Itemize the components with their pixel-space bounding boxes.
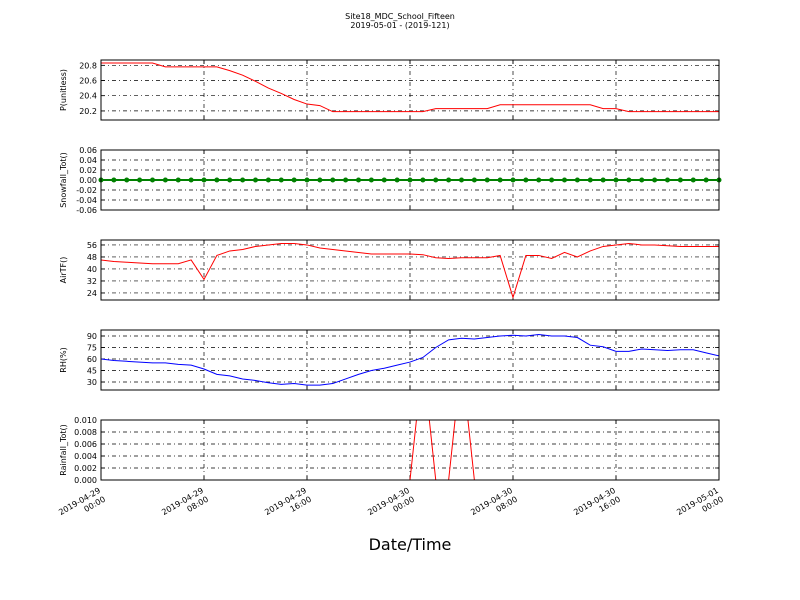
data-point (677, 177, 683, 183)
data-line (101, 333, 719, 386)
y-tick-label: -0.04 (76, 196, 97, 205)
data-point (394, 177, 400, 183)
data-point (639, 177, 645, 183)
data-point (111, 177, 117, 183)
y-tick-label: 0.000 (74, 476, 97, 485)
data-point (433, 177, 439, 183)
y-tick-label: 20.4 (79, 92, 97, 101)
y-axis-label: Snowfall_Tot() (59, 152, 68, 208)
data-point (304, 177, 310, 183)
data-point (407, 177, 413, 183)
y-tick-label: 0.002 (74, 464, 97, 473)
y-axis-label: Rainfall_Tot() (59, 424, 68, 476)
data-point (253, 177, 258, 183)
data-line (101, 62, 719, 113)
data-point (265, 177, 271, 183)
y-tick-label: 24 (87, 289, 97, 298)
y-tick-label: 20.2 (79, 107, 97, 116)
data-point (291, 177, 297, 183)
data-point (201, 177, 207, 183)
axes-frame (100, 329, 720, 391)
data-point (124, 177, 130, 183)
data-point (137, 177, 143, 183)
data-line (101, 242, 719, 300)
y-tick-label: 0.010 (74, 416, 97, 425)
y-tick-label: 0.004 (74, 452, 97, 461)
y-tick-label: 45 (87, 367, 97, 376)
y-tick-label: 56 (87, 241, 97, 250)
y-tick-label: 0.00 (79, 176, 97, 185)
data-point (690, 177, 696, 183)
y-tick-label: 0.02 (79, 166, 97, 175)
data-point (484, 177, 490, 183)
data-point (188, 177, 194, 183)
data-point (420, 177, 426, 183)
chart-title: Site18_MDC_School_Fifteen (345, 12, 455, 21)
y-tick-label: 48 (87, 253, 97, 262)
y-tick-label: 32 (87, 277, 97, 286)
y-tick-label: 0.04 (79, 156, 97, 165)
data-point (600, 177, 606, 183)
y-tick-label: 40 (87, 265, 97, 274)
data-point (523, 177, 529, 183)
y-tick-label: -0.02 (76, 186, 97, 195)
data-point (227, 177, 233, 183)
x-axis-label: Date/Time (369, 535, 452, 554)
data-point (278, 177, 284, 183)
data-point (175, 177, 181, 183)
y-tick-label: 20.8 (79, 61, 97, 70)
data-point (549, 177, 555, 183)
y-tick-label: 0.008 (74, 428, 97, 437)
axes-frame (100, 59, 720, 121)
y-axis-label: P(unitless) (59, 69, 68, 111)
data-point (214, 177, 220, 183)
y-tick-label: 60 (87, 355, 97, 364)
data-point (162, 177, 168, 183)
data-point (652, 177, 658, 183)
y-tick-label: 0.06 (79, 146, 97, 155)
chart-subtitle: 2019-05-01 - (2019-121) (350, 21, 449, 30)
data-point (471, 177, 477, 183)
axes-frame (100, 239, 720, 301)
data-point (562, 177, 567, 183)
y-tick-label: 20.6 (79, 77, 97, 86)
data-point (446, 177, 452, 183)
y-axis-label: AirTF() (59, 257, 68, 284)
data-point (587, 177, 593, 183)
y-tick-label: 75 (87, 343, 97, 352)
data-point (317, 177, 323, 183)
data-point (459, 177, 464, 183)
axes-frame (100, 149, 720, 211)
data-point (356, 177, 361, 183)
data-point (703, 177, 709, 183)
data-point (381, 177, 387, 183)
axes-frame (100, 419, 720, 481)
y-tick-label: 0.006 (74, 440, 97, 449)
data-point (368, 177, 374, 183)
data-point (665, 177, 670, 183)
data-point (626, 177, 632, 183)
data-point (240, 177, 246, 183)
y-tick-label: 90 (87, 332, 97, 341)
data-point (574, 177, 580, 183)
data-point (343, 177, 349, 183)
data-point (536, 177, 542, 183)
y-tick-label: -0.06 (76, 206, 97, 215)
y-tick-label: 30 (87, 378, 97, 387)
y-axis-label: RH(%) (59, 347, 68, 372)
data-point (510, 177, 516, 183)
data-point (150, 177, 155, 183)
data-point (613, 177, 619, 183)
data-point (497, 177, 503, 183)
data-point (330, 177, 336, 183)
